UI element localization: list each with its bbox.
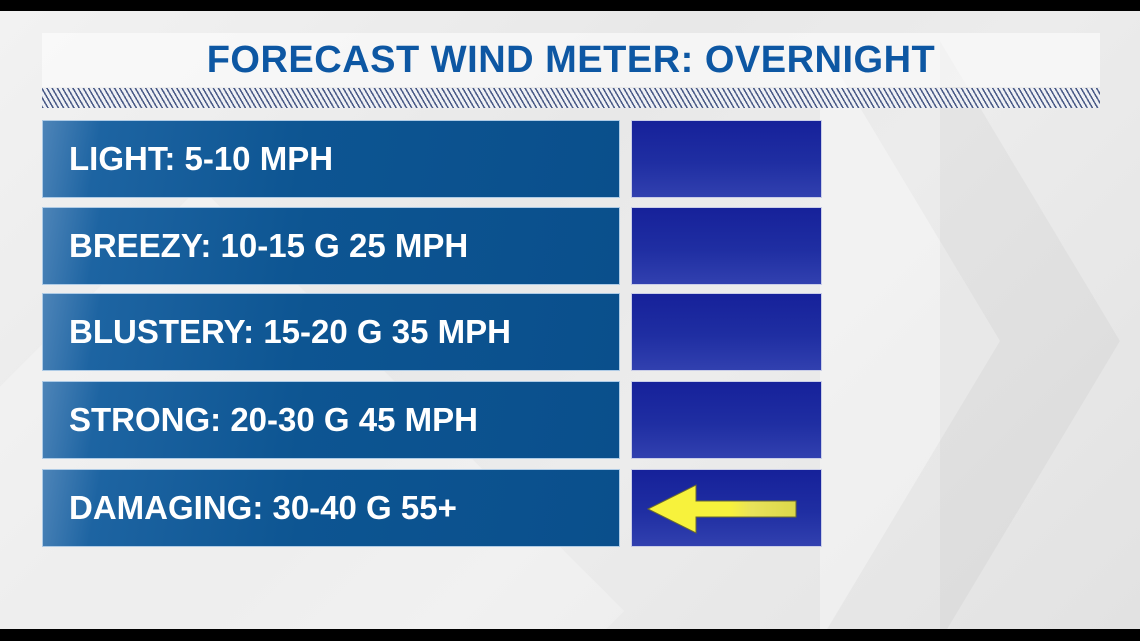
arrow-left-icon xyxy=(646,484,797,534)
background-chevron xyxy=(820,41,1000,629)
meter-cell-light xyxy=(631,120,822,198)
wind-level-blustery: BLUSTERY: 15-20 G 35 MPH xyxy=(42,293,620,371)
hatch-divider xyxy=(42,88,1100,108)
page-title: FORECAST WIND METER: OVERNIGHT xyxy=(206,39,936,81)
wind-level-strong: STRONG: 20-30 G 45 MPH xyxy=(42,381,620,459)
meter-cell-blustery xyxy=(631,293,822,371)
wind-level-breezy: BREEZY: 10-15 G 25 MPH xyxy=(42,207,620,285)
wind-level-light: LIGHT: 5-10 MPH xyxy=(42,120,620,198)
title-band xyxy=(42,33,1100,87)
wind-level-damaging: DAMAGING: 30-40 G 55+ xyxy=(42,469,620,547)
graphic-canvas: FORECAST WIND METER: OVERNIGHT LIGHT: 5-… xyxy=(0,11,1140,629)
meter-cell-strong xyxy=(631,381,822,459)
meter-cell-damaging xyxy=(631,469,822,547)
meter-cell-breezy xyxy=(631,207,822,285)
background-chevron xyxy=(940,41,1120,629)
